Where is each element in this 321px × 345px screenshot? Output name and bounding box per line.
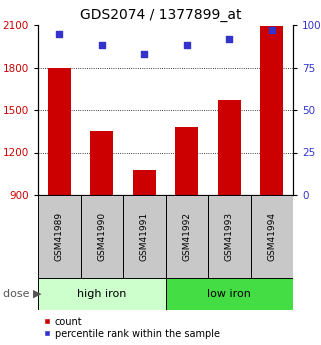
Bar (218, 100, 241, 195)
Text: low iron: low iron (207, 289, 251, 299)
Bar (48, 68, 71, 195)
Text: GSM41990: GSM41990 (97, 212, 106, 261)
Text: dose ▶: dose ▶ (3, 289, 42, 299)
Bar (38, 195, 81, 278)
Text: GSM41991: GSM41991 (140, 212, 149, 261)
Text: GDS2074 / 1377899_at: GDS2074 / 1377899_at (80, 8, 241, 22)
Bar (123, 195, 166, 278)
Point (99, 43, 104, 48)
Text: high iron: high iron (77, 289, 126, 299)
Legend: count, percentile rank within the sample: count, percentile rank within the sample (43, 317, 220, 339)
Text: GSM41994: GSM41994 (267, 212, 276, 261)
Bar (208, 195, 250, 278)
Bar (166, 195, 208, 278)
Bar (250, 195, 293, 278)
Bar (90, 131, 113, 195)
Bar (166, 278, 293, 310)
Bar (260, 27, 283, 195)
Point (227, 36, 232, 41)
Point (57, 31, 62, 36)
Point (269, 27, 274, 33)
Bar (81, 195, 123, 278)
Point (142, 51, 147, 57)
Bar (133, 170, 156, 195)
Text: GSM41989: GSM41989 (55, 212, 64, 261)
Text: GSM41992: GSM41992 (182, 212, 191, 261)
Text: GSM41993: GSM41993 (225, 212, 234, 261)
Point (184, 43, 189, 48)
Bar (175, 127, 198, 195)
Bar (38, 278, 166, 310)
